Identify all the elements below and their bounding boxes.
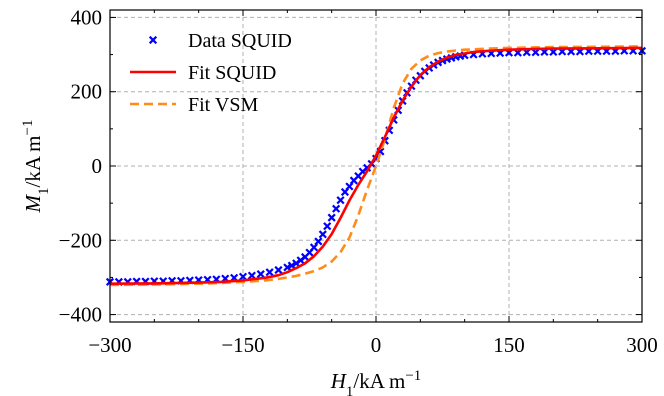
legend-entry: Fit VSM [130,94,258,116]
legend-label: Fit SQUID [188,62,276,84]
series-layer [105,45,647,287]
data-point [323,222,332,231]
data-point [256,270,265,279]
data-point [318,230,327,239]
legend-label: Data SQUID [188,30,292,52]
fit-squid-line [109,46,643,285]
data-point [332,204,341,213]
data-point [265,268,274,277]
legend: Data SQUID Fit SQUID Fit VSM [130,30,292,116]
y-axis-label: M1/kA m−1 [20,120,52,214]
data-point [283,263,292,272]
grid-lines [110,10,642,322]
y-tick-label: −200 [59,228,102,252]
legend-marker [148,35,158,45]
legend-entry: Data SQUID [148,30,292,52]
y-tick-label: 400 [71,5,103,29]
x-tick-label: −150 [221,333,264,357]
y-tick-label: −400 [59,303,102,327]
legend-entry: Fit SQUID [130,62,276,84]
data-point [336,196,345,205]
y-tick-label: 200 [71,80,103,104]
data-point [274,265,283,275]
x-tick-label: −300 [88,333,131,357]
x-tick-label: 300 [626,333,658,357]
data-point [327,213,336,222]
data-point [314,237,323,246]
x-axis-label: H1/kA m−1 [330,368,422,396]
legend-label: Fit VSM [188,94,258,116]
data-point [247,271,256,280]
fit-vsm-line [109,45,643,287]
y-tick-label: 0 [92,154,103,178]
x-tick-label: 0 [371,333,382,357]
x-tick-label: 150 [493,333,525,357]
ticks: −300 −150 0 150 300 −400 −200 0 200 400 [59,5,658,357]
